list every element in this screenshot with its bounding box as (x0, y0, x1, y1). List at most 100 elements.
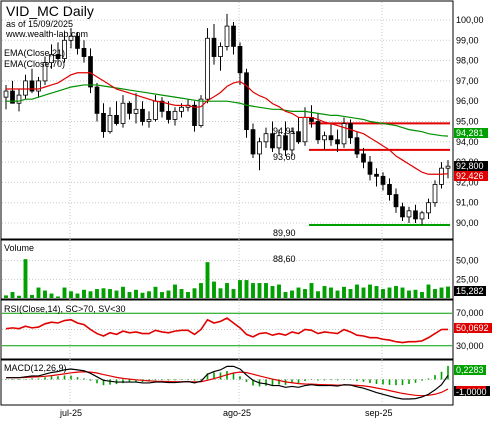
macd-line (6, 365, 449, 400)
macd-histogram-bar (37, 378, 40, 380)
candle-body (283, 135, 288, 151)
volume-bar (153, 286, 158, 298)
candle-body (127, 102, 132, 114)
macd-histogram-bar (297, 379, 300, 384)
candle-body (257, 141, 262, 155)
macd-histogram-bar (57, 376, 59, 380)
candle-body (211, 37, 217, 57)
macd-histogram-bar (414, 379, 417, 383)
macd-histogram-bar (213, 372, 215, 380)
candle-body (166, 110, 171, 120)
candle-body (140, 108, 145, 122)
volume-bar (264, 283, 268, 298)
candle-body (107, 115, 113, 133)
macd-histogram-bar (252, 379, 254, 386)
volume-bar (23, 259, 28, 298)
candle-body (172, 110, 178, 120)
candle-body (380, 175, 386, 185)
price-tick-label: 91,00 (456, 198, 479, 208)
close-badge: 92,800 (456, 161, 484, 171)
macd-histogram-bar (83, 378, 85, 380)
candle-body (400, 206, 405, 218)
volume-bar (446, 286, 450, 298)
price-tick-label: 92,00 (456, 177, 479, 187)
macd-histogram-bar (167, 379, 170, 381)
rsi-pane (0, 299, 454, 360)
ema21-badge-bg (454, 171, 488, 181)
candle-body (322, 135, 327, 141)
volume-bar (205, 262, 210, 298)
candle-body (367, 161, 373, 175)
candle-body (270, 133, 275, 149)
macd-histogram-bar (265, 379, 267, 386)
candle-body (62, 39, 67, 59)
macd-histogram-bar (310, 379, 313, 380)
macd-title: MACD(12,26,9) (4, 363, 67, 373)
volume-bar (225, 283, 229, 298)
candle-body (81, 48, 87, 57)
macd-badge: 0,2283 (456, 365, 484, 375)
macd-histogram-bar (24, 378, 27, 380)
volume-bar (322, 286, 327, 298)
volume-bar (218, 288, 223, 298)
macd-histogram-bar (76, 377, 79, 380)
volume-bar (101, 288, 106, 298)
macd-histogram-bar (343, 379, 345, 380)
volume-bar (374, 286, 379, 298)
macd-histogram-bar (317, 379, 319, 381)
volume-bar (303, 289, 307, 298)
macd-histogram-bar (161, 379, 163, 381)
ema-lines (6, 72, 449, 175)
candle-body (413, 210, 418, 220)
volume-bar (121, 286, 125, 298)
macd-histogram-bar (382, 379, 384, 385)
macd-histogram-bar (388, 379, 391, 385)
candle-body (432, 184, 438, 204)
volume-bar (407, 290, 411, 298)
candle-body (224, 25, 230, 47)
volume-bar (17, 295, 21, 298)
rsi-series (2, 312, 452, 347)
price-tick-label: 100,00 (456, 15, 484, 25)
volume-bar (439, 287, 444, 298)
price-tick-label: 99,00 (456, 35, 479, 45)
candle-body (419, 212, 425, 220)
volume-bar (75, 293, 80, 298)
macd-histogram-bar (206, 373, 209, 380)
candle-body (387, 184, 392, 195)
macd-series (5, 365, 449, 400)
volume-bar (244, 280, 249, 298)
ema21-badge: 92,426 (456, 171, 484, 181)
candle-body (276, 135, 282, 149)
volume-bar (82, 289, 86, 298)
candle-body (55, 54, 61, 59)
volume-bar (212, 281, 216, 298)
macd-signal-badge-accent (456, 386, 486, 389)
volume-bar (199, 283, 203, 298)
candle-body (244, 72, 249, 131)
volume-bar (166, 290, 171, 298)
volume-tick-label: 25,00 (456, 274, 479, 284)
candle-body (10, 90, 15, 104)
macd-histogram-bar (174, 379, 176, 381)
volume-bar (413, 289, 418, 298)
volume-bar (140, 292, 145, 298)
macd-histogram-bar (369, 379, 371, 383)
candle-body (29, 80, 35, 92)
macd-histogram-bar (427, 378, 430, 380)
x-axis-label: ago-25 (223, 408, 251, 418)
macd-histogram-bar (330, 379, 332, 381)
volume-bar (290, 290, 294, 298)
volume-bar (62, 287, 67, 298)
candle-body (393, 194, 399, 208)
ema70-badge: 94,281 (456, 128, 484, 138)
level-label-9360: 93,60 (273, 152, 296, 162)
volume-bar (231, 289, 236, 298)
volume-bar (56, 296, 60, 298)
macd-histogram-bar (440, 371, 443, 380)
macd-histogram-bar (31, 378, 33, 380)
volume-bar (147, 291, 151, 298)
legend-ema21: EMA(Close,21) (4, 48, 65, 58)
macd-histogram-bar (232, 372, 235, 380)
macd-histogram-bar (278, 379, 280, 385)
